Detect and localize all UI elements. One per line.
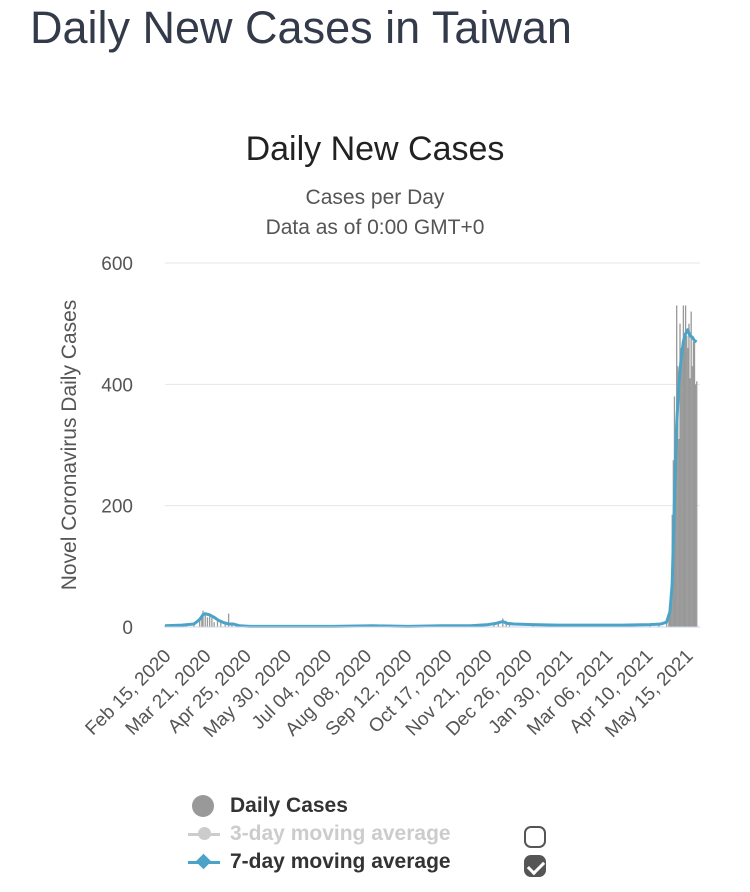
- page-title: Daily New Cases in Taiwan: [30, 2, 572, 53]
- daily-cases-bar: [679, 323, 681, 627]
- daily-cases-bar: [669, 614, 671, 627]
- daily-cases-bar: [687, 347, 689, 627]
- daily-cases-bar: [678, 438, 680, 627]
- seven-day-average-line: [164, 328, 698, 628]
- daily-cases-bar: [696, 381, 698, 627]
- toggle-3-day-average-checkbox[interactable]: [524, 826, 546, 848]
- daily-cases-bar: [213, 622, 215, 627]
- daily-cases-bar: [231, 624, 233, 627]
- daily-cases-bar: [688, 323, 690, 627]
- daily-cases-bar: [209, 616, 211, 627]
- daily-cases-bars: [164, 305, 698, 627]
- daily-cases-bar: [683, 341, 686, 627]
- y-tick-label: 600: [101, 254, 133, 275]
- daily-cases-bar: [684, 305, 687, 627]
- daily-cases-bar: [680, 347, 682, 627]
- chart-plot: 0 200 400 600 Novel Coronavirus Daily Cases…: [58, 254, 700, 742]
- chart-subtitle: Cases per Day Data as of 0:00 GMT+0: [0, 183, 750, 243]
- legend-item-3-day-average[interactable]: 3-day moving average: [188, 820, 451, 848]
- line-circle-marker-icon: [188, 820, 224, 848]
- daily-cases-bar: [692, 341, 695, 627]
- chart-subtitle-line1: Cases per Day: [305, 186, 445, 209]
- grid-lines: [165, 262, 700, 628]
- daily-cases-bar: [694, 384, 697, 627]
- legend-label: 3-day moving average: [230, 822, 451, 845]
- daily-cases-bar: [220, 622, 222, 627]
- legend: Daily Cases 3-day moving average 7-day m…: [188, 792, 451, 876]
- daily-cases-bar: [204, 613, 206, 627]
- legend-label: Daily Cases: [230, 794, 348, 817]
- circle-marker-icon: [188, 792, 224, 820]
- y-tick-label: 200: [101, 497, 133, 518]
- chart-title: Daily New Cases: [245, 130, 505, 168]
- daily-cases-bar: [670, 599, 672, 627]
- daily-cases-bar: [686, 335, 688, 627]
- daily-cases-bar: [216, 621, 219, 627]
- chart-subtitle-line2: Data as of 0:00 GMT+0: [265, 216, 485, 239]
- y-axis-label: Novel Coronavirus Daily Cases: [58, 300, 81, 591]
- daily-cases-bar: [682, 305, 685, 627]
- daily-cases-bar: [201, 614, 203, 627]
- daily-cases-bar: [185, 625, 187, 627]
- daily-cases-bar: [693, 341, 696, 627]
- daily-cases-bar: [227, 613, 230, 627]
- daily-cases-bar: [224, 622, 226, 627]
- daily-cases-bar: [690, 311, 692, 627]
- daily-cases-bar: [674, 469, 677, 627]
- toggle-7-day-average-checkbox[interactable]: [524, 855, 546, 877]
- daily-cases-bar: [677, 366, 679, 627]
- legend-item-7-day-average[interactable]: 7-day moving average: [188, 848, 451, 876]
- y-tick-label: 0: [122, 618, 133, 639]
- line-diamond-marker-icon: [188, 848, 224, 876]
- daily-cases-bar: [658, 624, 660, 627]
- legend-label: 7-day moving average: [230, 850, 451, 873]
- daily-cases-bar: [206, 617, 209, 627]
- daily-cases-bar: [198, 620, 201, 627]
- daily-cases-bar: [193, 623, 195, 627]
- daily-cases-bar: [668, 617, 670, 627]
- daily-cases-bar: [508, 624, 511, 627]
- daily-cases-bar: [666, 622, 668, 627]
- daily-cases-bar: [689, 378, 691, 627]
- legend-item-daily-cases[interactable]: Daily Cases: [188, 792, 451, 820]
- daily-cases-bar: [691, 366, 693, 627]
- moving-average-lines: [164, 328, 698, 628]
- daily-cases-bar: [202, 610, 204, 627]
- y-axis-ticks: 0 200 400 600: [101, 254, 133, 639]
- y-tick-label: 400: [101, 375, 133, 396]
- daily-cases-bar: [211, 617, 213, 627]
- daily-cases-bar: [681, 354, 683, 627]
